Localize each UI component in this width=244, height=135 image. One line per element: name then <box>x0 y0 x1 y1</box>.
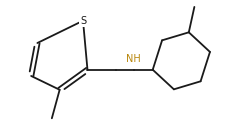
Text: S: S <box>80 16 86 26</box>
Text: NH: NH <box>126 54 141 64</box>
